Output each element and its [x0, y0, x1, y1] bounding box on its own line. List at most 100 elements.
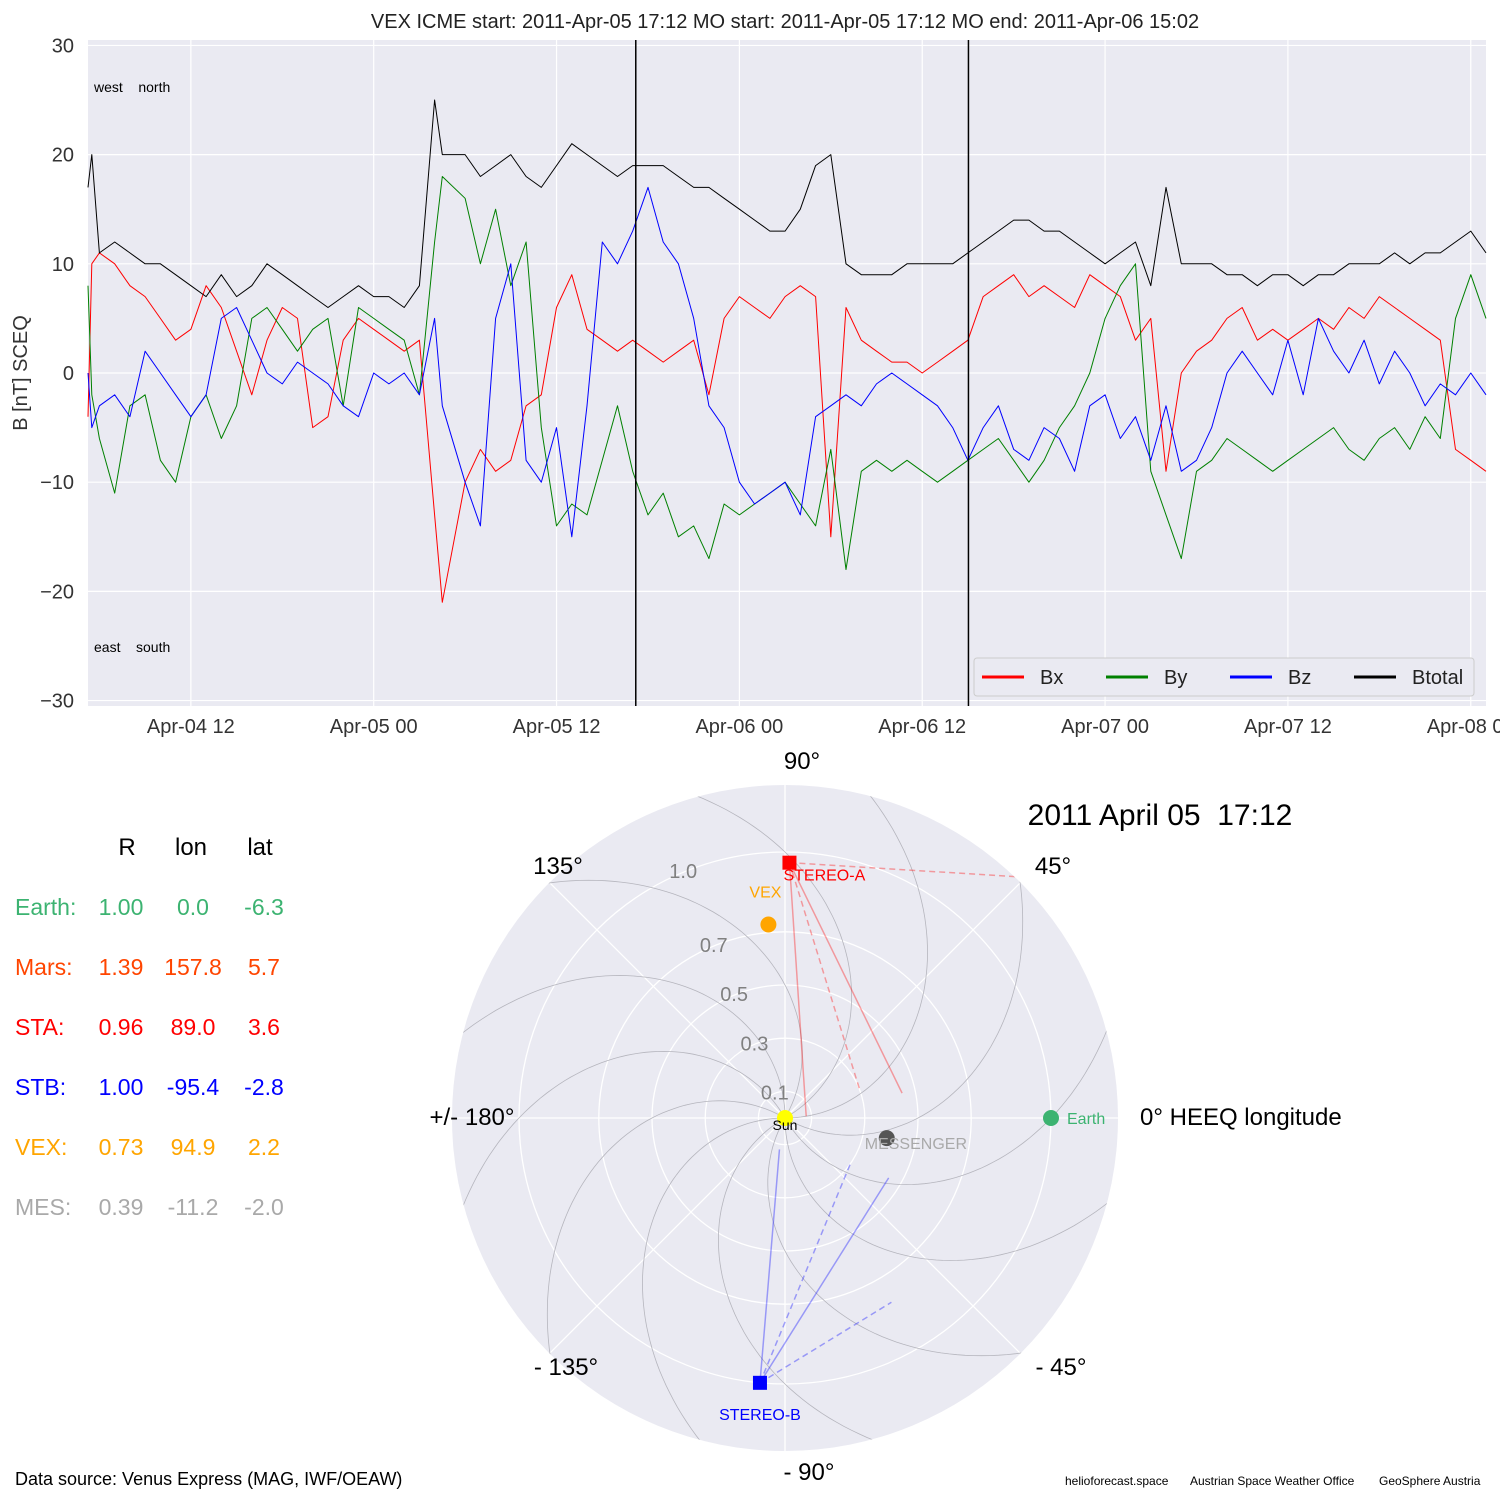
series-line-btotal	[87, 99, 1487, 308]
x-tick-label: Apr-08 00	[1427, 716, 1500, 738]
table-cell-lat: 2.2	[248, 1134, 280, 1160]
parker-spiral-line	[767, 1117, 1034, 1357]
body-marker-sun	[777, 1110, 793, 1126]
angle-label: 0° HEEQ longitude	[1140, 1104, 1342, 1131]
body-marker-stereo-b	[752, 1375, 767, 1390]
table-cell-name: STA:	[15, 1014, 64, 1040]
y-tick-labels: 30 20 10 0 −10 −20 −30	[40, 35, 74, 712]
vertical-markers	[635, 40, 970, 706]
x-tick-label: Apr-07 12	[1244, 716, 1332, 738]
table-rows: Earth: 1.00 0.0 -6.3 Mars: 1.39 157.8 5.7 STA: 0.…	[15, 894, 284, 1220]
chart-title: VEX ICME start: 2011-Apr-05 17:12 MO sta…	[371, 11, 1199, 33]
y-tick-label: −10	[40, 472, 74, 494]
parker-spiral-line	[784, 1117, 1117, 1261]
x-tick-label: Apr-05 00	[330, 716, 418, 738]
table-header-lat: lat	[247, 834, 273, 861]
table-cell-R: 0.39	[99, 1194, 144, 1220]
angle-label: 45°	[1035, 853, 1071, 880]
angle-label: - 90°	[784, 1459, 835, 1486]
parker-spiral-line	[536, 879, 803, 1119]
parker-spiral-line	[784, 869, 1024, 1136]
table-cell-R: 0.73	[99, 1134, 144, 1160]
legend-label-bx: Bx	[1040, 667, 1063, 689]
series-group	[87, 99, 1487, 603]
table-cell-R: 1.00	[99, 894, 144, 920]
body-label-stereo-b: STEREO-B	[719, 1407, 801, 1424]
y-tick-label: 30	[52, 35, 74, 57]
angle-label: 90°	[784, 748, 820, 775]
parker-spirals	[453, 786, 1117, 1450]
table-cell-name: Mars:	[15, 954, 73, 980]
connection-line	[759, 1149, 781, 1383]
x-tick-label: Apr-04 12	[147, 716, 235, 738]
table-cell-lat: 3.6	[248, 1014, 280, 1040]
table-cell-lat: -2.8	[244, 1074, 284, 1100]
angle-label: +/- 180°	[430, 1104, 515, 1131]
connection-line	[788, 862, 903, 1094]
annotation-west-north: west north	[93, 79, 170, 95]
table-cell-lon: -11.2	[168, 1194, 219, 1220]
radial-tick-label: 0.5	[720, 984, 748, 1006]
credit-austrian-swo: Austrian Space Weather Office	[1190, 1474, 1355, 1488]
radial-tick-label: 1.0	[669, 861, 697, 883]
series-line-bx	[87, 252, 1487, 603]
body-marker-vex	[760, 916, 777, 933]
legend-label-bz: Bz	[1288, 667, 1311, 689]
x-tick-label: Apr-06 00	[695, 716, 783, 738]
angle-label: - 135°	[534, 1354, 598, 1381]
y-tick-label: 0	[63, 363, 74, 385]
connection-lines	[759, 861, 1034, 1384]
parker-spiral-line	[784, 1019, 1112, 1186]
table-cell-name: Earth:	[15, 894, 76, 920]
body-label-vex: VEX	[749, 885, 781, 902]
body-label-sun: Sun	[773, 1117, 798, 1133]
angle-labels: 0° HEEQ longitude 45° 90° 135° +/- 180° - 135…	[430, 748, 1342, 1486]
parker-spiral-line	[453, 975, 786, 1119]
table-cell-lat: -6.3	[244, 894, 284, 920]
radial-tick-label: 0.1	[761, 1082, 789, 1104]
table-cell-name: VEX:	[15, 1134, 67, 1160]
table-cell-lon: -95.4	[167, 1074, 220, 1100]
radial-tick-label: 0.3	[741, 1033, 769, 1055]
angular-gridline	[549, 882, 786, 1119]
table-cell-lon: 157.8	[164, 954, 222, 980]
angular-gridline	[549, 1117, 786, 1354]
radial-tick-labels: 0.1 0.3 0.5 0.7 1.0	[669, 861, 788, 1104]
body-marker-messenger	[878, 1130, 895, 1147]
x-tick-label: Apr-05 12	[513, 716, 601, 738]
credit-geosphere: GeoSphere Austria	[1379, 1474, 1481, 1488]
radial-tick-label: 0.7	[700, 935, 728, 957]
table-cell-R: 1.39	[99, 954, 144, 980]
angular-gridline	[784, 882, 1021, 1119]
y-tick-label: −30	[40, 691, 74, 713]
credit-helioforecast: helioforecast.space	[1065, 1474, 1169, 1488]
legend-box	[973, 657, 1475, 697]
polar-title: 2011 April 05 17:12	[1028, 799, 1293, 832]
table-cell-R: 0.96	[99, 1014, 144, 1040]
annotation-east-south: east south	[94, 639, 170, 655]
x-tick-label: Apr-07 00	[1061, 716, 1149, 738]
table-header-r: R	[118, 834, 135, 861]
connection-line	[759, 1301, 892, 1384]
angular-gridline	[784, 1117, 1021, 1354]
x-tick-labels: Apr-04 12 Apr-05 00 Apr-05 12 Apr-06 00 Apr-…	[147, 716, 1500, 738]
data-source-note: Data source: Venus Express (MAG, IWF/OEA…	[15, 1469, 402, 1489]
bodies: Sun Earth STEREO-A STEREO-B VEX MESSENGER	[719, 855, 1105, 1424]
polar-plot: 0.1 0.3 0.5 0.7 1.0 Sun Earth STEREO-A STEREO-B…	[430, 748, 1342, 1486]
angle-label: 135°	[533, 853, 583, 880]
connection-line	[759, 1177, 890, 1384]
table-cell-lon: 0.0	[177, 894, 209, 920]
table-cell-name: STB:	[15, 1074, 66, 1100]
body-label-stereo-a: STEREO-A	[783, 868, 865, 885]
parker-spiral-line	[546, 1100, 786, 1367]
legend-label-by: By	[1164, 667, 1187, 689]
table-cell-name: MES:	[15, 1194, 71, 1220]
connection-line	[788, 862, 807, 1117]
y-tick-label: 20	[52, 145, 74, 167]
body-label-earth: Earth	[1067, 1111, 1105, 1128]
x-tick-label: Apr-06 12	[878, 716, 966, 738]
y-tick-label: 10	[52, 254, 74, 276]
